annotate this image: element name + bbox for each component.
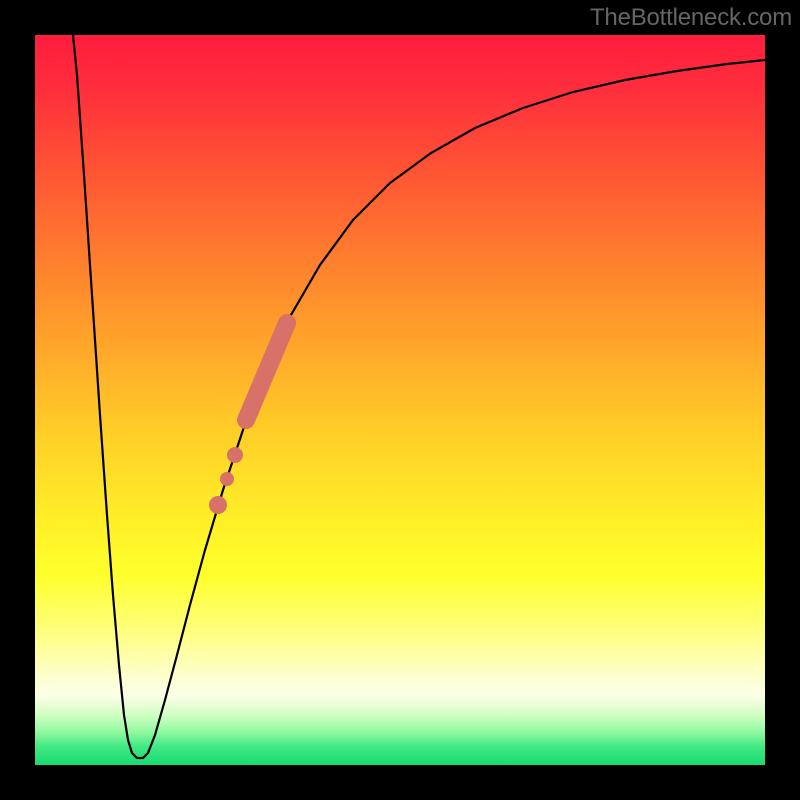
chart-root: TheBottleneck.com — [0, 0, 800, 800]
highlight-dot — [227, 447, 243, 463]
watermark-text: TheBottleneck.com — [590, 4, 792, 32]
plot-background-gradient — [35, 35, 765, 765]
chart-svg — [0, 0, 800, 800]
highlight-dot — [220, 472, 234, 486]
plot-area — [35, 35, 765, 765]
highlight-dot — [209, 496, 227, 514]
